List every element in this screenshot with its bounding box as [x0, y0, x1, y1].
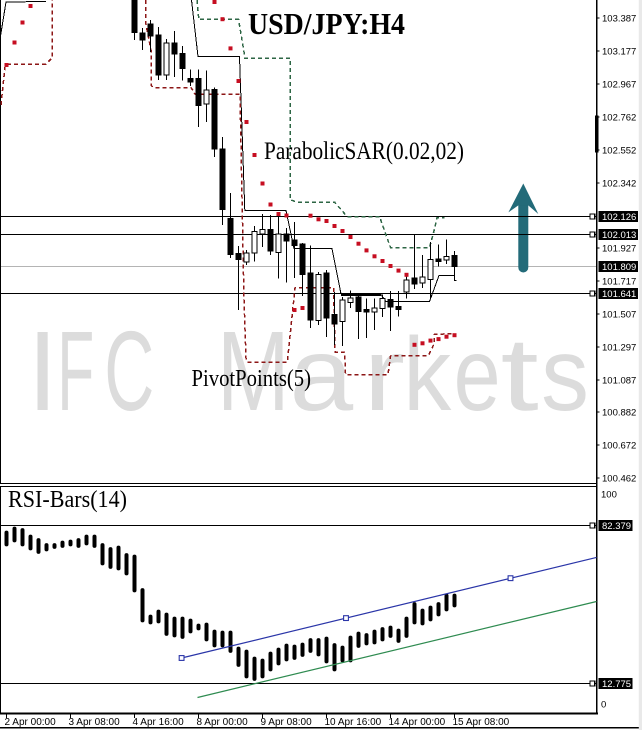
svg-text:102.126: 102.126 — [602, 212, 636, 223]
svg-text:F: F — [57, 309, 94, 435]
svg-text:101.087: 101.087 — [602, 375, 636, 386]
svg-text:15 Apr 08:00: 15 Apr 08:00 — [453, 717, 510, 728]
svg-text:10 Apr 16:00: 10 Apr 16:00 — [325, 717, 382, 728]
svg-text:100: 100 — [601, 489, 617, 500]
svg-text:s: s — [541, 316, 589, 433]
svg-text:101.717: 101.717 — [602, 276, 636, 287]
svg-text:0: 0 — [601, 699, 606, 710]
svg-text:103.177: 103.177 — [602, 46, 636, 57]
svg-text:82.379: 82.379 — [602, 521, 631, 532]
svg-text:4 Apr 16:00: 4 Apr 16:00 — [133, 717, 185, 728]
svg-text:RSI-Bars(14): RSI-Bars(14) — [8, 487, 127, 513]
svg-text:I: I — [27, 309, 57, 434]
svg-text:100.462: 100.462 — [602, 473, 636, 484]
svg-text:2 Apr 00:00: 2 Apr 00:00 — [5, 717, 57, 728]
svg-text:C: C — [104, 308, 154, 435]
svg-text:101.297: 101.297 — [602, 342, 636, 353]
svg-text:14 Apr 00:00: 14 Apr 00:00 — [389, 717, 446, 728]
svg-text:102.552: 102.552 — [602, 145, 636, 156]
svg-text:8 Apr 00:00: 8 Apr 00:00 — [197, 717, 249, 728]
svg-text:PivotPoints(5): PivotPoints(5) — [192, 366, 312, 392]
svg-text:3 Apr 08:00: 3 Apr 08:00 — [69, 717, 121, 728]
svg-text:102.762: 102.762 — [602, 112, 636, 123]
svg-text:t: t — [501, 316, 539, 432]
svg-text:100.672: 100.672 — [602, 440, 636, 451]
svg-text:M: M — [217, 309, 290, 434]
svg-text:12.775: 12.775 — [602, 679, 631, 690]
svg-text:USD/JPY:H4: USD/JPY:H4 — [248, 6, 405, 41]
svg-text:k: k — [403, 317, 452, 433]
svg-text:ParabolicSAR(0.02,02): ParabolicSAR(0.02,02) — [264, 138, 464, 165]
svg-text:103.387: 103.387 — [602, 13, 636, 24]
svg-text:102.342: 102.342 — [602, 178, 636, 189]
svg-text:100.882: 100.882 — [602, 407, 636, 418]
svg-text:101.641: 101.641 — [602, 289, 636, 300]
svg-text:e: e — [454, 317, 501, 433]
svg-text:101.507: 101.507 — [602, 309, 636, 320]
svg-text:102.013: 102.013 — [602, 230, 636, 241]
svg-text:102.967: 102.967 — [602, 79, 636, 90]
svg-text:101.809: 101.809 — [602, 262, 636, 273]
svg-text:101.927: 101.927 — [602, 243, 636, 254]
svg-text:9 Apr 08:00: 9 Apr 08:00 — [261, 717, 313, 728]
